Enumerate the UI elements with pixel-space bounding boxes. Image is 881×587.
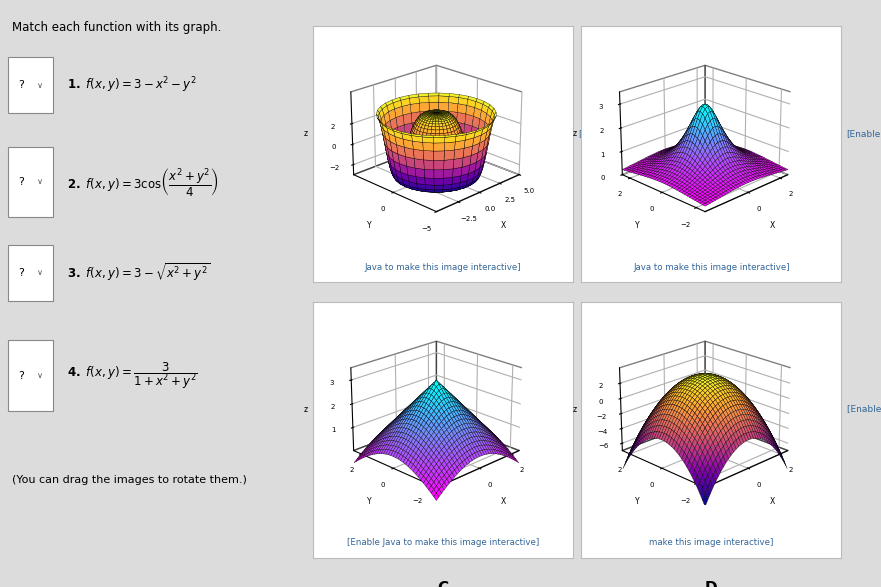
FancyBboxPatch shape <box>8 245 53 301</box>
Text: $\mathbf{1.}\ f(x,y) = 3 - x^2 - y^2$: $\mathbf{1.}\ f(x,y) = 3 - x^2 - y^2$ <box>67 75 196 95</box>
X-axis label: X: X <box>770 497 775 506</box>
Text: $\mathbf{3.}\ f(x,y) = 3 - \sqrt{x^2+y^2}$: $\mathbf{3.}\ f(x,y) = 3 - \sqrt{x^2+y^2… <box>67 262 211 284</box>
Text: D: D <box>705 581 718 587</box>
Text: $\mathbf{2.}\ f(x,y) = 3\cos\!\left(\dfrac{x^2+y^2}{4}\right)$: $\mathbf{2.}\ f(x,y) = 3\cos\!\left(\dfr… <box>67 166 218 198</box>
Text: Match each function with its graph.: Match each function with its graph. <box>12 21 221 33</box>
FancyBboxPatch shape <box>8 147 53 217</box>
Text: [Enable Java to: [Enable Java to <box>847 405 881 414</box>
Text: ∨: ∨ <box>36 80 42 90</box>
FancyBboxPatch shape <box>8 340 53 411</box>
Y-axis label: Y: Y <box>635 497 640 506</box>
Text: C: C <box>437 581 448 587</box>
Y-axis label: Y: Y <box>635 221 640 230</box>
Text: [Enable: [Enable <box>578 129 612 138</box>
Y-axis label: Y: Y <box>366 221 371 230</box>
Y-axis label: Y: Y <box>366 497 371 506</box>
FancyBboxPatch shape <box>8 58 53 113</box>
X-axis label: X: X <box>501 221 507 230</box>
Text: ∨: ∨ <box>36 177 42 187</box>
Text: B: B <box>706 305 717 320</box>
Text: [Enable: [Enable <box>847 129 881 138</box>
Text: [Enable Java to make this image interactive]: [Enable Java to make this image interact… <box>346 538 539 548</box>
Text: make this image interactive]: make this image interactive] <box>649 538 774 548</box>
X-axis label: X: X <box>770 221 775 230</box>
X-axis label: X: X <box>501 497 507 506</box>
Text: ?: ? <box>19 370 24 381</box>
Text: ∨: ∨ <box>36 371 42 380</box>
Text: ?: ? <box>19 177 24 187</box>
Text: Java to make this image interactive]: Java to make this image interactive] <box>633 262 789 272</box>
Text: ?: ? <box>19 268 24 278</box>
Text: (You can drag the images to rotate them.): (You can drag the images to rotate them.… <box>12 475 247 485</box>
Text: A: A <box>437 305 448 320</box>
Text: Java to make this image interactive]: Java to make this image interactive] <box>365 262 521 272</box>
Text: ?: ? <box>19 80 24 90</box>
Text: ∨: ∨ <box>36 268 42 278</box>
Text: $\mathbf{4.}\ f(x,y) = \dfrac{3}{1+x^2+y^2}$: $\mathbf{4.}\ f(x,y) = \dfrac{3}{1+x^2+y… <box>67 360 198 391</box>
